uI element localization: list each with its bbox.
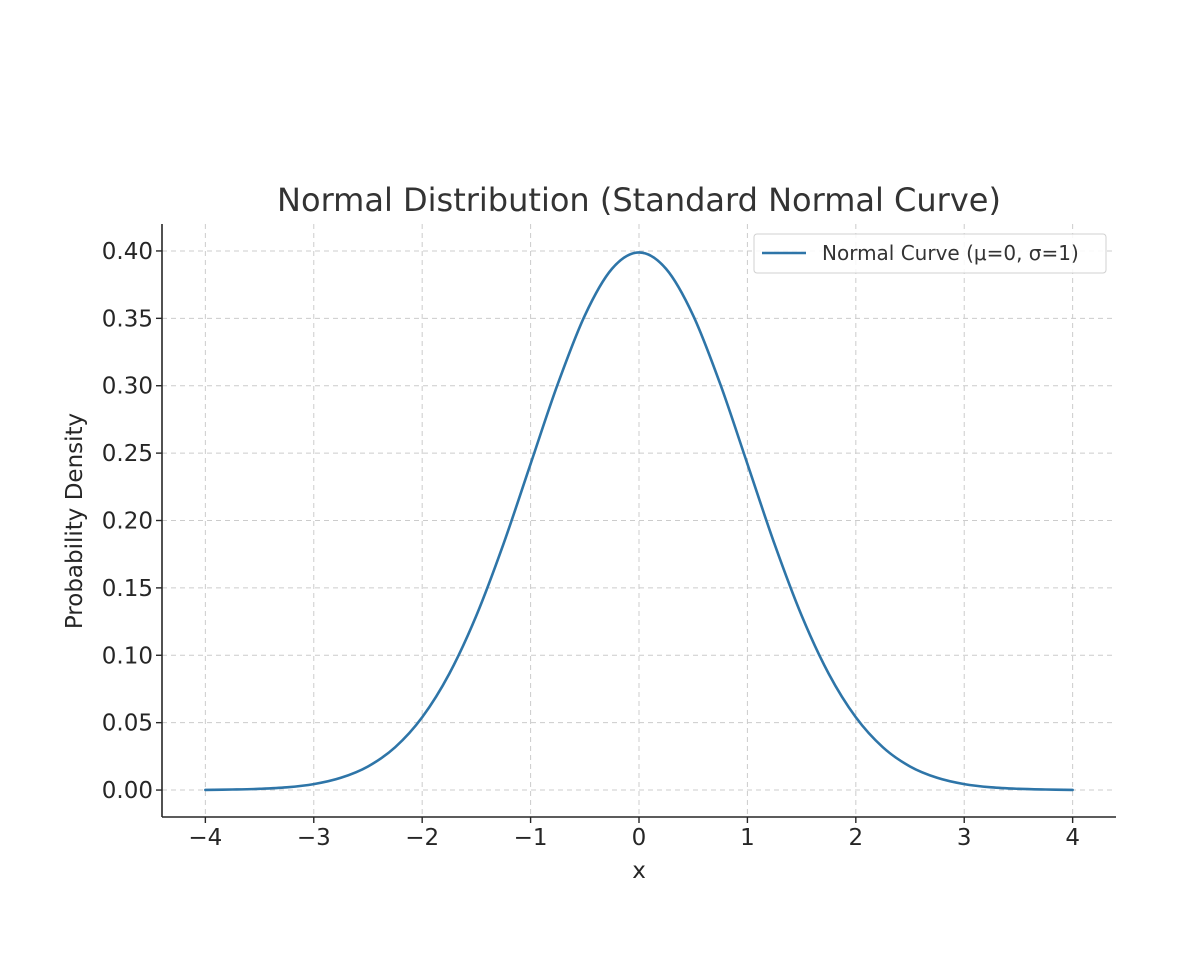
legend: Normal Curve (μ=0, σ=1): [753, 233, 1107, 274]
series-layer: [204, 251, 1074, 792]
y-tick-label-0: 0.00: [102, 778, 153, 804]
legend-label-normal-curve: Normal Curve (μ=0, σ=1): [822, 241, 1079, 265]
y-tick-label-7: 0.35: [102, 306, 153, 332]
y-tick-label-4: 0.20: [102, 509, 153, 535]
x-tick-label-1: −3: [297, 825, 331, 851]
y-tick-label-3: 0.15: [102, 576, 153, 602]
y-axis-label: Probability Density: [62, 413, 88, 629]
x-tick-label-2: −2: [405, 825, 439, 851]
series-line-0: [204, 251, 1074, 792]
x-tick-label-5: 1: [740, 825, 755, 851]
x-ticks: −4 −3 −2 −1 0 1 2 3 4: [188, 817, 1080, 851]
y-tick-label-6: 0.30: [102, 374, 153, 400]
x-axis-label: x: [632, 858, 646, 884]
x-tick-label-4: 0: [632, 825, 647, 851]
y-ticks: 0.00 0.05 0.10 0.15 0.20 0.25 0.30 0.35 0.40: [102, 239, 162, 804]
x-tick-label-8: 4: [1065, 825, 1080, 851]
x-tick-label-0: −4: [188, 825, 222, 851]
legend-box: [753, 233, 1107, 274]
chart-title: Normal Distribution (Standard Normal Cur…: [277, 181, 1001, 219]
y-tick-label-2: 0.10: [102, 643, 153, 669]
x-tick-label-3: −1: [514, 825, 548, 851]
y-tick-label-8: 0.40: [102, 239, 153, 265]
y-tick-label-5: 0.25: [102, 441, 153, 467]
y-tick-label-1: 0.05: [102, 711, 153, 737]
x-tick-label-7: 3: [957, 825, 972, 851]
x-tick-label-6: 2: [848, 825, 863, 851]
grid: [162, 224, 1116, 817]
